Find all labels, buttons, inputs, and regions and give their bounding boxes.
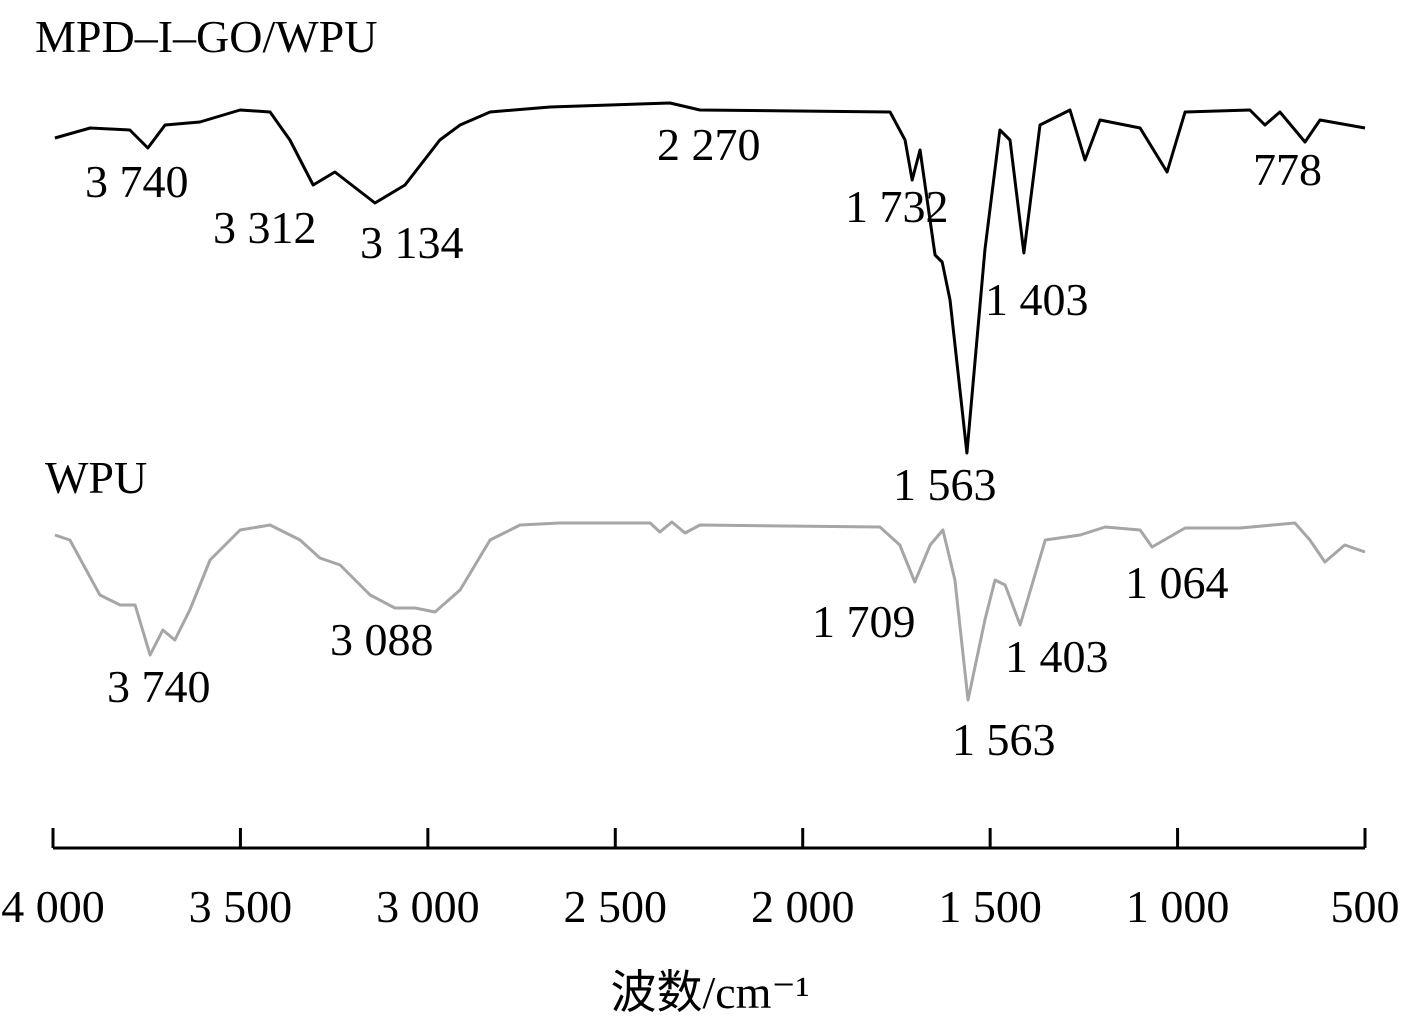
series-label: WPU [45,452,147,503]
peak-label: 1 403 [1005,631,1109,682]
spectrum-line [54,101,1366,455]
peak-label: 1 732 [845,181,949,232]
peak-label: 778 [1253,144,1322,195]
peak-label: 3 134 [360,217,464,268]
series-label: MPD–I–GO/WPU [35,11,377,62]
peak-label: 1 563 [893,459,997,510]
spectrum-line [54,520,1366,702]
peak-label: 1 403 [985,274,1089,325]
x-tick-label: 2 500 [564,881,668,932]
peak-label: 3 312 [213,202,317,253]
x-tick-label: 3 000 [376,881,480,932]
x-axis-label: 波数/cm⁻¹ [610,967,809,1018]
x-tick-label: 2 000 [751,881,855,932]
peak-label: 1 709 [812,596,916,647]
peak-label: 3 740 [85,156,189,207]
peak-label: 2 270 [657,119,761,170]
peak-label: 1 563 [952,714,1056,765]
x-tick-label: 500 [1331,881,1400,932]
x-tick-label: 1 000 [1126,881,1230,932]
x-tick-label: 4 000 [1,881,105,932]
peak-label: 3 740 [107,661,211,712]
x-tick-label: 3 500 [189,881,293,932]
peak-label: 3 088 [330,614,434,665]
x-tick-label: 1 500 [938,881,1042,932]
peak-label: 1 064 [1125,557,1229,608]
